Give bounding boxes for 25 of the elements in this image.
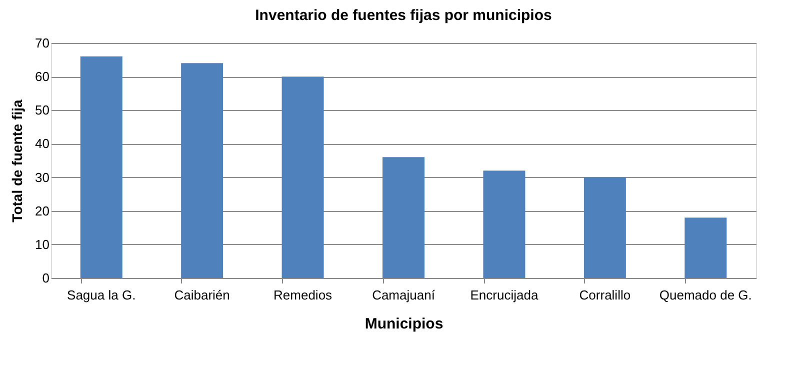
x-tick-label: Remedios [274,288,333,302]
x-tick-label: Sagua la G. [67,288,136,302]
bar [684,218,727,278]
y-tick-label: 30 [35,170,50,185]
x-tick-label: Quemado de G. [659,288,752,302]
bar [80,56,122,278]
chart-title: Inventario de fuentes fijas por municipios [255,7,552,24]
y-tick-label: 0 [42,270,50,286]
x-tick-label: Caibarién [174,288,230,302]
y-axis-title: Total de fuente fija [9,99,26,222]
y-tick-label: 40 [35,136,50,152]
x-tick-label: Encrucijada [470,288,539,302]
bar [382,157,424,278]
y-tick-label: 70 [35,36,50,50]
x-tick-label: Corralillo [579,288,631,302]
bar [282,76,324,278]
y-tick-label: 20 [35,203,50,218]
y-tick-label: 50 [35,102,50,118]
x-axis-title: Municipios [364,316,444,332]
x-tick-label: Camajuaní [372,288,436,302]
y-tick-label: 10 [35,236,50,252]
bar [181,63,224,278]
y-tick-label: 60 [35,69,50,84]
bar [584,177,626,278]
bar [483,170,526,278]
